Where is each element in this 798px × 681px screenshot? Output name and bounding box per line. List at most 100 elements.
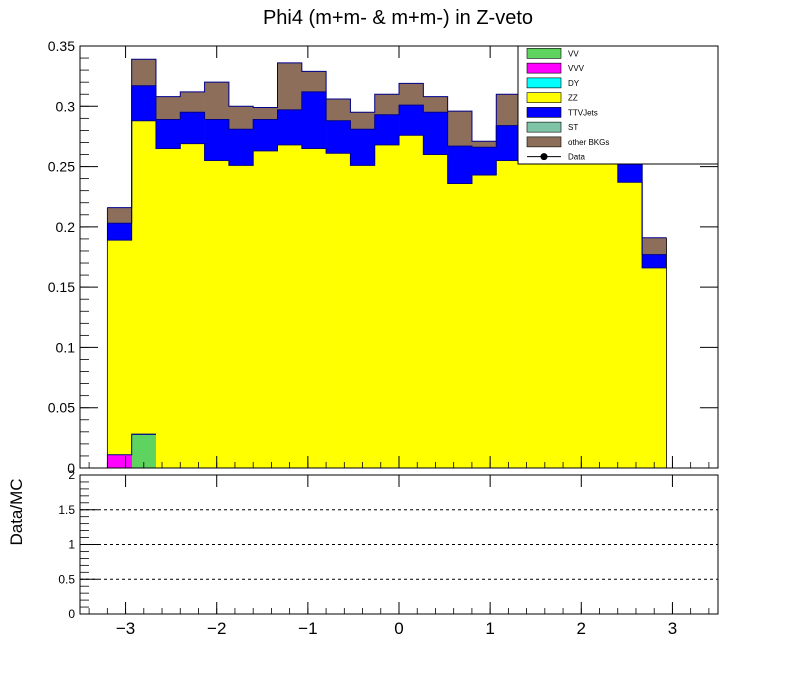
legend-swatch-vvv [526, 62, 562, 74]
bar-zz-bin-22 [642, 267, 667, 468]
x-tick-label: −3 [116, 619, 135, 638]
bar-other-bkgs-bin-4 [204, 82, 230, 120]
bar-zz-bin-0 [107, 240, 132, 455]
ratio-y-tick-label: 1.5 [58, 503, 75, 517]
bar-ttvjets-bin-6 [253, 119, 278, 151]
bar-other-bkgs-bin-12 [399, 83, 424, 106]
x-tick-label: 2 [577, 619, 586, 638]
x-tick-label: 0 [394, 619, 403, 638]
ratio-y-tick-label: 0 [68, 607, 75, 621]
ratio-plot-border [79, 474, 719, 615]
bar-other-bkgs-bin-6 [253, 107, 278, 120]
bar-ttvjets-bin-0 [107, 223, 132, 241]
bar-ttvjets-bin-13 [423, 112, 448, 155]
bar-zz-bin-7 [277, 144, 303, 468]
y-tick-label: 0.15 [48, 279, 75, 295]
main-plot-border [79, 45, 719, 469]
legend-swatch-other-bkgs [526, 136, 562, 148]
y-tick-label: 0.3 [56, 98, 76, 114]
bar-other-bkgs-bin-10 [350, 112, 376, 130]
ratio-reference-lines [80, 509, 718, 580]
legend-label-vv: VV [568, 49, 579, 58]
chart-title: Phi4 (m+m- & m+m-) in Z-veto [263, 7, 533, 29]
bar-other-bkgs-bin-14 [447, 111, 473, 147]
main-plot-area: 00.050.10.150.20.250.30.35 VVVVVDYZZTTVJ… [48, 38, 719, 476]
y-tick-label: 0.05 [48, 400, 75, 416]
x-tick-label: −1 [298, 619, 317, 638]
bar-other-bkgs-bin-9 [326, 99, 351, 121]
bar-zz-bin-4 [204, 160, 230, 469]
legend-label-data: Data [568, 153, 585, 162]
bar-zz-bin-21 [617, 182, 643, 468]
legend-swatch-vv [526, 48, 562, 59]
legend-label-other-bkgs: other BKGs [568, 138, 609, 147]
bar-zz-bin-16 [496, 160, 521, 469]
y-tick-label: 0.1 [56, 339, 76, 355]
bar-zz-bin-13 [423, 154, 448, 468]
legend-label-dy: DY [568, 79, 580, 88]
bar-other-bkgs-bin-13 [423, 96, 448, 113]
bar-zz-bin-19 [569, 141, 594, 468]
bar-zz-bin-11 [374, 144, 400, 468]
legend-label-vvv: VVV [568, 64, 585, 73]
bar-ttvjets-bin-15 [471, 147, 497, 176]
legend-marker-dot [540, 153, 548, 161]
y-tick-label: 0.2 [56, 219, 76, 235]
bar-zz-bin-12 [399, 135, 424, 468]
bar-zz-bin-9 [326, 153, 351, 468]
bar-other-bkgs-bin-7 [277, 62, 303, 110]
bar-other-bkgs-bin-3 [180, 91, 205, 113]
legend-swatch-st [526, 121, 562, 133]
bar-ttvjets-bin-3 [180, 112, 205, 144]
bar-ttvjets-bin-14 [447, 146, 473, 184]
bar-ttvjets-bin-2 [155, 119, 181, 149]
bar-other-bkgs-bin-2 [155, 96, 181, 120]
bar-other-bkgs-bin-22 [642, 237, 667, 255]
legend-swatch-dy [526, 77, 562, 89]
bar-zz-bin-14 [447, 183, 473, 468]
legend-swatch-zz [526, 92, 562, 103]
bar-ttvjets-bin-16 [496, 125, 521, 161]
bar-zz-bin-10 [350, 165, 376, 468]
bar-other-bkgs-bin-8 [301, 71, 327, 92]
bar-vvv-bin-0 [107, 454, 132, 468]
bar-zz-bin-18 [544, 144, 570, 468]
legend-label-ttvjets: TTVJets [568, 108, 598, 117]
bar-ttvjets-bin-21 [617, 159, 643, 183]
bar-ttvjets-bin-11 [374, 114, 400, 145]
ratio-plot-area: 0 0.5 1 1.5 2 −3 −2 −1 0 1 2 3 Data/MC [7, 468, 719, 638]
bar-ttvjets-bin-7 [277, 109, 303, 145]
bar-ttvjets-bin-22 [642, 254, 667, 268]
ratio-y-tick-label: 1 [68, 538, 75, 552]
bar-other-bkgs-bin-5 [228, 106, 254, 130]
y-tick-label: 0.25 [48, 159, 75, 175]
bar-zz-bin-5 [228, 165, 254, 468]
bar-zz-bin-15 [471, 175, 497, 468]
bar-ttvjets-bin-12 [399, 105, 424, 136]
legend-swatch-ttvjets [526, 107, 562, 118]
legend-label-st: ST [568, 123, 578, 132]
x-tick-label: 3 [668, 619, 677, 638]
legend-label-zz: ZZ [568, 94, 578, 103]
outline-vvv [107, 433, 156, 456]
bar-ttvjets-bin-4 [204, 119, 230, 161]
bar-zz-bin-1 [131, 120, 157, 435]
bar-other-bkgs-bin-11 [374, 94, 400, 115]
bar-zz-bin-17 [520, 152, 546, 468]
y-tick-label: 0 [67, 460, 75, 476]
bar-ttvjets-bin-5 [228, 129, 254, 166]
ratio-axes: 0 0.5 1 1.5 2 −3 −2 −1 0 1 2 3 [58, 468, 710, 638]
ratio-y-tick-label: 2 [68, 468, 75, 482]
bar-ttvjets-bin-10 [350, 129, 376, 166]
bar-ttvjets-bin-9 [326, 120, 351, 154]
bar-other-bkgs-bin-1 [131, 59, 157, 86]
bar-other-bkgs-bin-15 [471, 141, 497, 148]
bar-ttvjets-bin-8 [301, 91, 327, 149]
bar-other-bkgs-bin-16 [496, 94, 521, 126]
ratio-y-tick-label: 0.5 [58, 572, 75, 586]
bar-other-bkgs-bin-0 [107, 207, 132, 224]
bar-zz-bin-8 [301, 148, 327, 469]
y-tick-label: 0.35 [48, 38, 75, 54]
